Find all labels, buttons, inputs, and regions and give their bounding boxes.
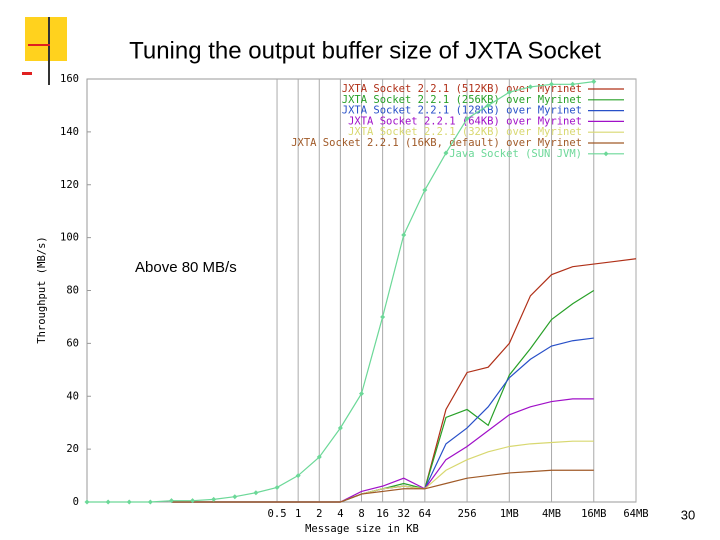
y-tick-label: 40	[66, 390, 79, 402]
x-tick-label: 64	[419, 508, 432, 520]
series-marker	[253, 490, 259, 496]
series-marker	[232, 494, 238, 500]
series-marker	[147, 499, 153, 505]
x-tick-label: 2	[316, 508, 322, 520]
legend-label: Java Socket (SUN JVM)	[449, 148, 582, 160]
series-marker	[211, 496, 217, 502]
series-marker	[337, 425, 343, 431]
decor-line	[48, 17, 50, 85]
x-tick-label: 16	[376, 508, 389, 520]
annotation: Above 80 MB/s	[135, 259, 237, 276]
legend-label: JXTA Socket 2.2.1 (128KB) over Myrinet	[342, 105, 582, 117]
series-marker	[422, 187, 428, 193]
y-tick-label: 0	[73, 496, 79, 508]
series-marker	[401, 232, 407, 238]
x-axis-label: Message size in KB	[305, 523, 419, 535]
series-marker	[84, 499, 90, 505]
series-marker	[570, 81, 576, 87]
series-marker	[105, 499, 111, 505]
y-tick-label: 80	[66, 285, 79, 297]
y-tick-label: 20	[66, 443, 79, 455]
series-marker	[295, 473, 301, 479]
legend-label: JXTA Socket 2.2.1 (256KB) over Myrinet	[342, 94, 582, 106]
x-tick-label: 32	[397, 508, 410, 520]
series-marker	[527, 84, 533, 90]
decor-red	[28, 44, 50, 46]
x-tick-label: 256	[458, 508, 477, 520]
legend-label: JXTA Socket 2.2.1 (32KB) over Myrinet	[348, 126, 582, 138]
series-marker	[274, 484, 280, 490]
page-number: 30	[681, 507, 695, 522]
x-tick-label: 4	[337, 508, 343, 520]
series-marker	[359, 391, 364, 397]
legend-marker	[603, 151, 609, 157]
series-marker	[485, 102, 491, 108]
x-tick-label: 1MB	[500, 508, 519, 520]
y-tick-label: 160	[60, 73, 79, 85]
y-tick-label: 140	[60, 126, 79, 138]
series-line	[171, 469, 594, 503]
series-marker	[190, 498, 196, 504]
y-tick-label: 100	[60, 232, 79, 244]
x-tick-label: 64MB	[623, 508, 648, 520]
y-axis-label: Throughput (MB/s)	[36, 236, 48, 343]
series-marker	[443, 150, 449, 156]
series-marker	[380, 314, 386, 320]
series-marker	[168, 498, 174, 504]
decor-red	[22, 72, 32, 75]
series-marker	[316, 454, 322, 460]
series-marker	[549, 81, 555, 87]
series-marker	[506, 89, 512, 95]
x-tick-label: 8	[358, 508, 364, 520]
decor-square	[25, 17, 67, 61]
legend-label: JXTA Socket 2.2.1 (512KB) over Myrinet	[342, 83, 582, 95]
y-tick-label: 120	[60, 179, 79, 191]
x-tick-label: 4MB	[542, 508, 561, 520]
legend-label: JXTA Socket 2.2.1 (16KB, default) over M…	[291, 137, 582, 149]
x-tick-label: 1	[295, 508, 301, 520]
slide-title: Tuning the output buffer size of JXTA So…	[129, 37, 601, 64]
y-tick-label: 60	[66, 337, 79, 349]
series-marker	[126, 499, 132, 505]
x-tick-label: 0.5	[268, 508, 287, 520]
x-tick-label: 16MB	[581, 508, 606, 520]
series-marker	[591, 79, 597, 85]
series-marker	[464, 116, 470, 122]
